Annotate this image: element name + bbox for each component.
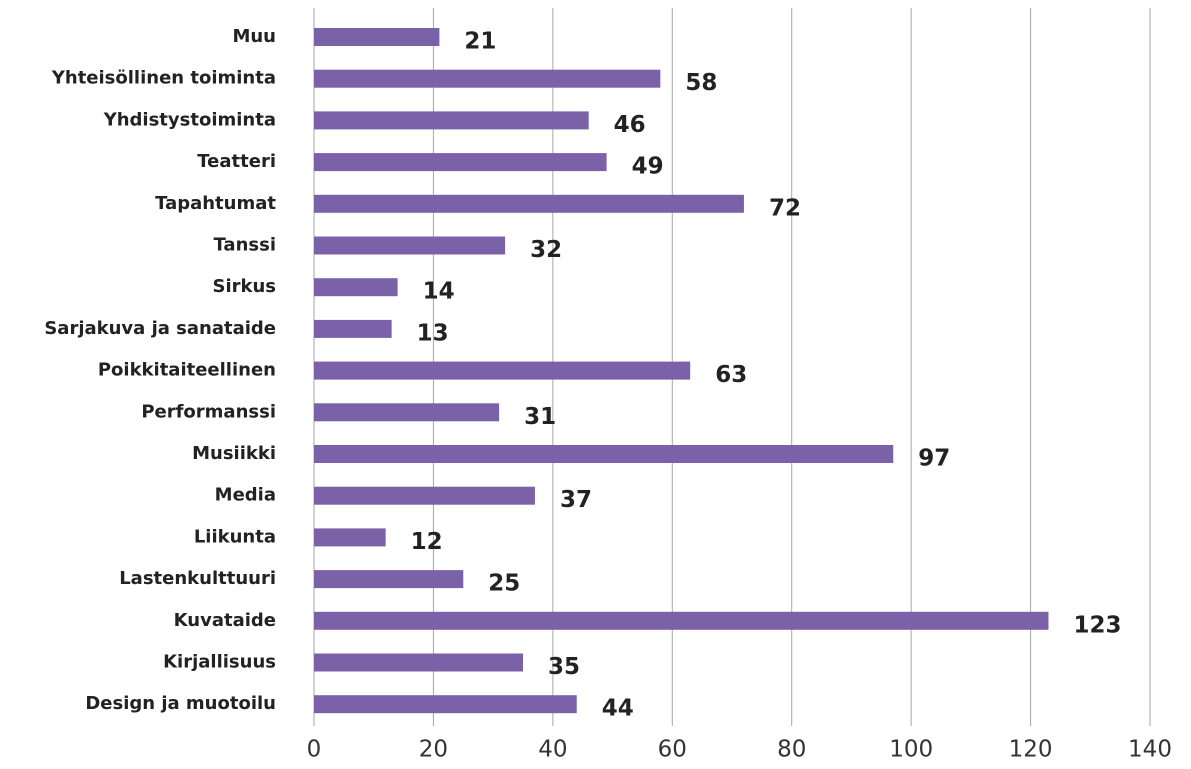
y-tick-label: Media [215, 485, 276, 506]
x-tick-label: 80 [777, 737, 806, 763]
bar [314, 28, 440, 46]
value-label: 97 [918, 446, 950, 472]
y-tick-label: Muu [232, 26, 276, 47]
y-tick-label: Design ja muotoilu [85, 693, 276, 714]
x-tick-label: 0 [307, 737, 322, 763]
value-label: 14 [423, 279, 455, 305]
y-tick-label: Yhdistystoiminta [103, 109, 276, 130]
bar [314, 486, 535, 505]
bar [314, 695, 577, 714]
bar [314, 403, 500, 422]
bar [314, 361, 691, 380]
x-tick-label: 140 [1128, 737, 1172, 763]
value-label: 46 [614, 112, 646, 138]
y-tick-label: Poikkitaiteellinen [98, 360, 276, 381]
y-tick-label: Yhteisöllinen toiminta [51, 68, 276, 89]
x-tick-label: 120 [1009, 737, 1053, 763]
bar [314, 69, 661, 88]
value-label: 32 [530, 237, 562, 263]
value-label: 25 [488, 571, 520, 597]
value-label: 21 [464, 29, 496, 55]
bar [314, 111, 589, 130]
value-label: 49 [632, 154, 664, 180]
y-tick-label: Tanssi [213, 235, 276, 256]
bar [314, 445, 894, 463]
value-label: 35 [548, 654, 580, 680]
value-label: 31 [524, 404, 556, 430]
x-tick-label: 60 [658, 737, 687, 763]
bar [314, 653, 523, 672]
y-tick-label: Lastenkulttuuri [119, 568, 276, 589]
value-label: 44 [602, 696, 634, 722]
y-tick-label: Liikunta [194, 526, 276, 547]
bar [314, 236, 506, 255]
value-label: 63 [715, 362, 747, 388]
value-label: 72 [769, 195, 801, 221]
bar [314, 570, 464, 589]
bar [314, 319, 392, 338]
bar [314, 528, 386, 547]
y-tick-label: Sirkus [212, 276, 276, 297]
x-tick-label: 100 [889, 737, 933, 763]
value-label: 13 [417, 320, 449, 346]
x-tick-label: 40 [538, 737, 567, 763]
value-label: 123 [1073, 612, 1121, 638]
y-tick-label: Musiikki [192, 443, 276, 464]
value-label: 12 [411, 529, 443, 555]
bar [314, 153, 607, 172]
bar [314, 611, 1049, 630]
y-tick-label: Teatteri [197, 151, 276, 172]
value-label: 58 [685, 70, 717, 96]
y-tick-label: Kuvataide [174, 610, 276, 631]
y-tick-label: Kirjallisuus [163, 652, 276, 673]
bar [314, 278, 398, 297]
bar [314, 194, 744, 213]
y-tick-label: Sarjakuva ja sanataide [44, 318, 276, 339]
value-label: 37 [560, 487, 592, 513]
y-tick-label: Tapahtumat [155, 193, 276, 214]
y-tick-label: Performanssi [141, 401, 276, 422]
x-tick-label: 20 [419, 737, 448, 763]
